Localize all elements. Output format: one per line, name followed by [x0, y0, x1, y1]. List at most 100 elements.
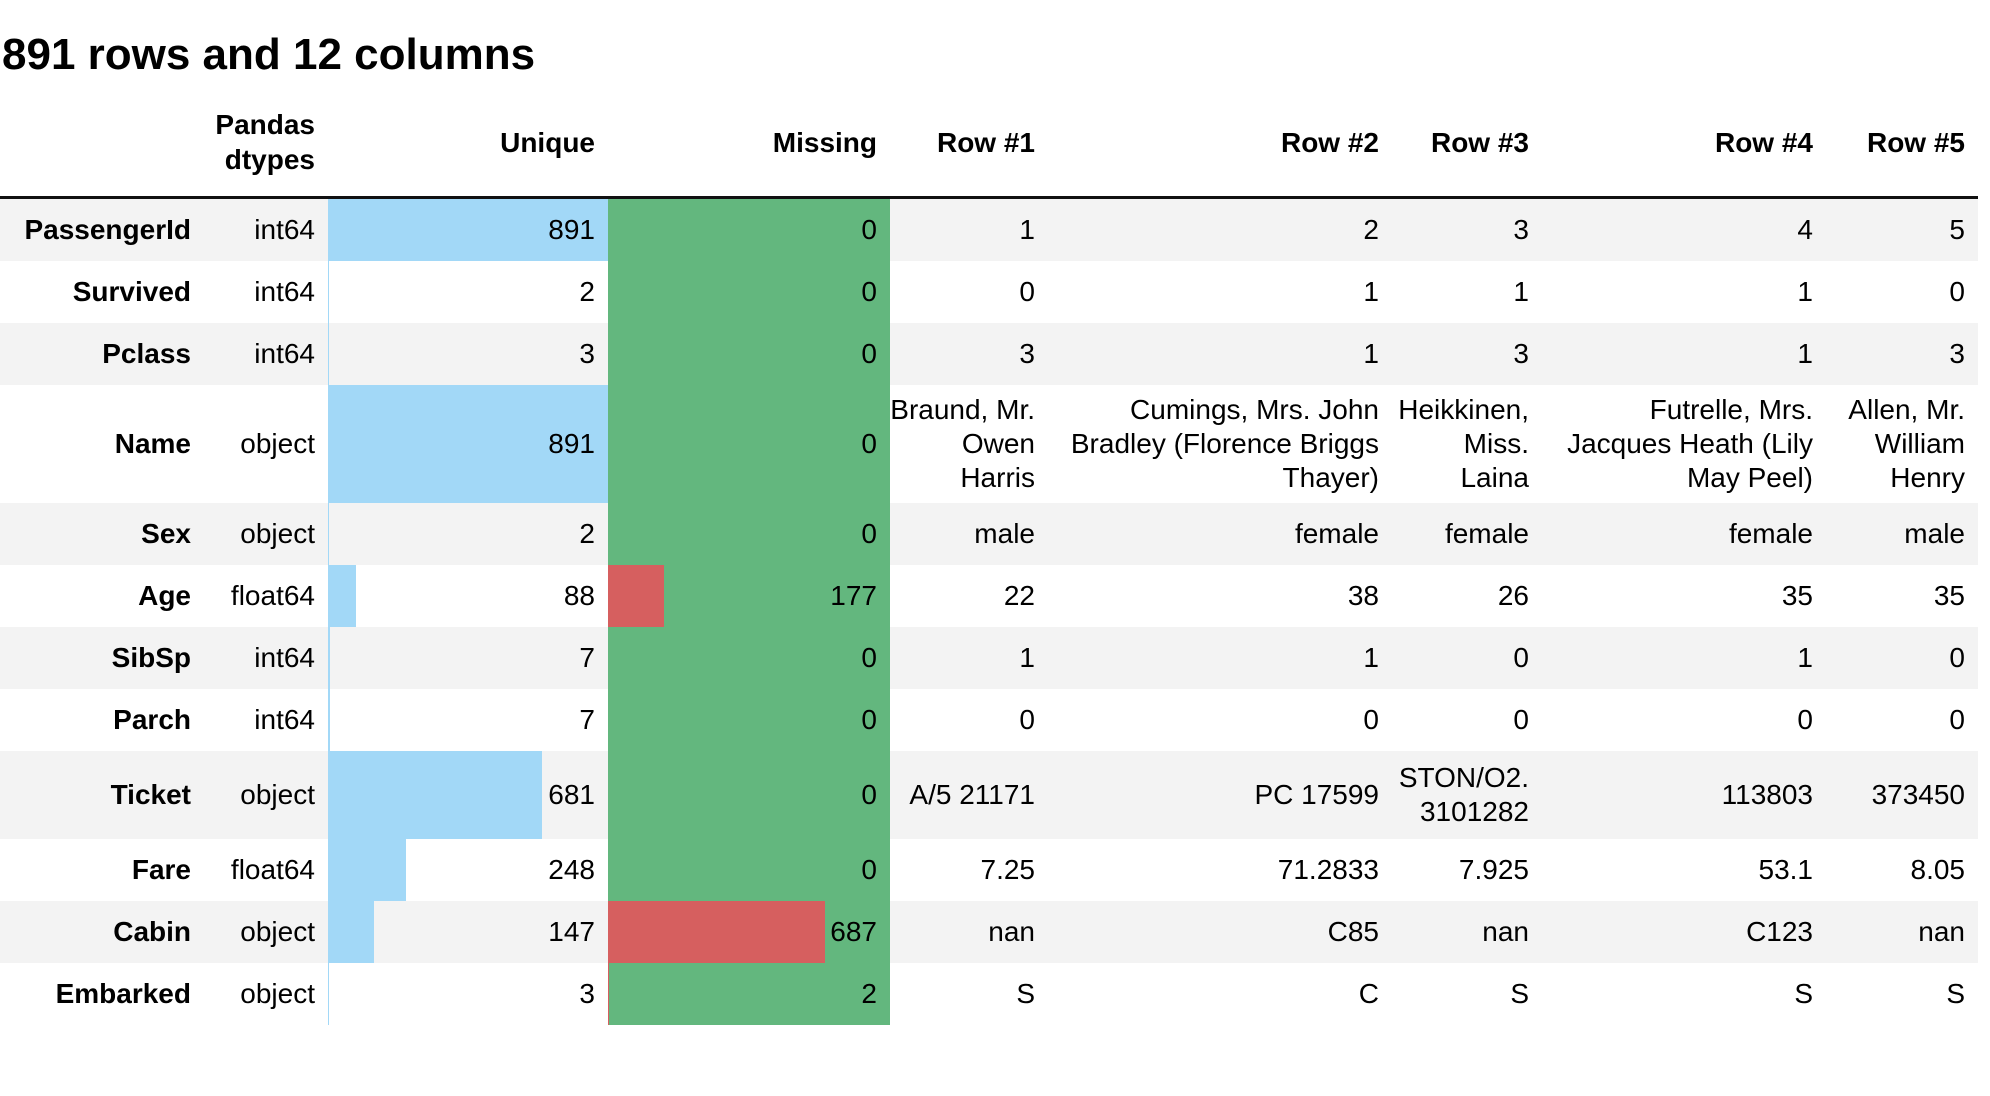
sample-value-cell: 0 — [1949, 276, 1965, 307]
dtype-cell: int64 — [254, 704, 315, 735]
table-row-passengerid: PassengerId int64 891 0 1 2 3 4 5 — [0, 197, 1978, 261]
sample-value-cell: 1 — [1363, 338, 1379, 369]
sample-value-cell: 1 — [1363, 276, 1379, 307]
sample-value-cell: 7.925 — [1458, 854, 1529, 885]
unique-cell: 891 — [328, 385, 608, 503]
sample-value-cell: nan — [988, 916, 1035, 947]
missing-count: 0 — [861, 518, 877, 549]
unique-cell: 2 — [328, 503, 608, 565]
sample-value-cell: 22 — [1003, 580, 1035, 611]
sample-value-cell: female — [1728, 518, 1813, 549]
dtype-cell: int64 — [254, 338, 315, 369]
table-row-sex: Sex object 2 0 male female female female male — [0, 503, 1978, 565]
sample-value-cell: 0 — [1363, 704, 1379, 735]
sample-value-cell: STON/O2. 3101282 — [1398, 762, 1529, 827]
missing-count: 0 — [861, 642, 877, 673]
sample-value-cell: Allen, Mr. William Henry — [1848, 394, 1965, 493]
sample-value-cell: 1 — [1797, 276, 1813, 307]
sample-value-cell: 1 — [1797, 338, 1813, 369]
missing-count: 0 — [861, 214, 877, 245]
sample-value-cell: PC 17599 — [1254, 779, 1379, 810]
column-header-row2: Row #2 — [1048, 94, 1392, 199]
missing-bar — [608, 963, 610, 1025]
sample-value-cell: 0 — [1797, 704, 1813, 735]
sample-value-cell: 38 — [1347, 580, 1379, 611]
dtype-cell: int64 — [254, 642, 315, 673]
dtype-cell: object — [240, 978, 315, 1009]
sample-value-cell: A/5 21171 — [909, 779, 1035, 810]
unique-count: 2 — [579, 518, 595, 549]
summary-table: Pandas dtypes Unique Missing Row #1 Row #2 Ro… — [0, 94, 1978, 1025]
table-body: PassengerId int64 891 0 1 2 3 4 5 Survived int64 2 0… — [0, 197, 1978, 1025]
sample-value-cell: Futrelle, Mrs. Jacques Heath (Lily May P… — [1567, 394, 1813, 493]
missing-cell: 687 — [608, 901, 890, 963]
unique-count: 681 — [548, 779, 595, 810]
sample-value-cell: 1 — [1513, 276, 1529, 307]
sample-value-cell: 7.25 — [980, 854, 1036, 885]
missing-cell: 0 — [608, 261, 890, 323]
table-row-cabin: Cabin object 147 687 nan C85 nan C123 nan — [0, 901, 1978, 963]
sample-value-cell: C — [1358, 978, 1379, 1009]
column-header-row5: Row #5 — [1826, 94, 1978, 199]
table-row-survived: Survived int64 2 0 0 1 1 1 0 — [0, 261, 1978, 323]
unique-count: 891 — [548, 428, 595, 459]
unique-cell: 2 — [328, 261, 608, 323]
sample-value-cell: 35 — [1933, 580, 1965, 611]
field-name: SibSp — [111, 642, 191, 673]
sample-value-cell: 3 — [1513, 214, 1529, 245]
dtype-cell: int64 — [254, 214, 315, 245]
sample-value-cell: nan — [1918, 916, 1965, 947]
unique-bar — [328, 689, 331, 751]
unique-bar — [328, 323, 329, 385]
sample-value-cell: 1 — [1797, 642, 1813, 673]
unique-count: 88 — [563, 580, 595, 611]
unique-count: 7 — [579, 642, 595, 673]
missing-count: 0 — [861, 854, 877, 885]
unique-count: 7 — [579, 704, 595, 735]
unique-cell: 7 — [328, 627, 608, 689]
column-header-row1: Row #1 — [890, 94, 1048, 199]
missing-count: 687 — [830, 916, 877, 947]
sample-value-cell: 0 — [1019, 704, 1035, 735]
sample-value-cell: 4 — [1797, 214, 1813, 245]
field-name: Embarked — [55, 978, 191, 1009]
missing-count: 2 — [861, 978, 877, 1009]
column-header-label: Row #3 — [1430, 126, 1529, 158]
field-name: Survived — [72, 276, 191, 307]
table-row-pclass: Pclass int64 3 0 3 1 3 1 3 — [0, 323, 1978, 385]
column-header-label: Unique — [500, 126, 595, 158]
column-header-label: Row #5 — [1866, 126, 1965, 158]
unique-count: 891 — [548, 214, 595, 245]
missing-cell: 0 — [608, 197, 890, 261]
column-header-missing: Missing — [608, 94, 890, 199]
missing-cell: 0 — [608, 689, 890, 751]
unique-count: 3 — [579, 338, 595, 369]
unique-bar — [328, 503, 329, 565]
missing-cell: 0 — [608, 385, 890, 503]
unique-cell: 7 — [328, 689, 608, 751]
unique-cell: 147 — [328, 901, 608, 963]
sample-value-cell: 1 — [1019, 214, 1035, 245]
missing-count: 0 — [861, 338, 877, 369]
unique-bar — [328, 385, 608, 503]
field-name: Cabin — [113, 916, 191, 947]
missing-cell: 0 — [608, 627, 890, 689]
dtype-cell: object — [240, 428, 315, 459]
sample-value-cell: female — [1444, 518, 1529, 549]
column-header-label: Missing — [772, 126, 877, 158]
column-header-label: Row #4 — [1714, 126, 1813, 158]
dtype-cell: object — [240, 779, 315, 810]
missing-count: 177 — [830, 580, 877, 611]
column-header-row3: Row #3 — [1392, 94, 1542, 199]
missing-bar — [608, 901, 826, 963]
dtype-cell: int64 — [254, 276, 315, 307]
table-row-name: Name object 891 0 Braund, Mr. Owen Harris Cum… — [0, 385, 1978, 503]
sample-value-cell: C123 — [1746, 916, 1813, 947]
missing-count: 0 — [861, 704, 877, 735]
field-name: Fare — [131, 854, 191, 885]
unique-bar — [328, 565, 356, 627]
sample-value-cell: S — [1510, 978, 1529, 1009]
table-row-sibsp: SibSp int64 7 0 1 1 0 1 0 — [0, 627, 1978, 689]
unique-cell: 3 — [328, 323, 608, 385]
dtype-cell: float64 — [230, 580, 315, 611]
